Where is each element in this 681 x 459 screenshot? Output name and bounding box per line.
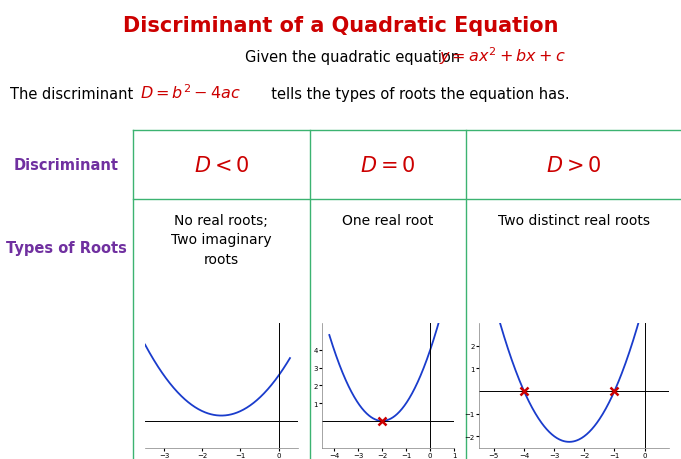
Text: Two distinct real roots: Two distinct real roots (498, 213, 650, 227)
Text: No real roots;
Two imaginary
roots: No real roots; Two imaginary roots (171, 213, 272, 266)
Text: $D > 0$: $D > 0$ (546, 155, 601, 175)
Text: Discriminant: Discriminant (14, 158, 119, 173)
Text: $D < 0$: $D < 0$ (193, 155, 249, 175)
Text: The discriminant: The discriminant (10, 87, 133, 101)
Text: $D = 0$: $D = 0$ (360, 155, 416, 175)
Text: Given the quadratic equation: Given the quadratic equation (245, 50, 460, 65)
Text: One real root: One real root (343, 213, 434, 227)
Text: Types of Roots: Types of Roots (6, 241, 127, 256)
Text: $D = b^2 - 4ac$: $D = b^2 - 4ac$ (140, 84, 240, 102)
Text: Discriminant of a Quadratic Equation: Discriminant of a Quadratic Equation (123, 16, 558, 36)
Text: tells the types of roots the equation has.: tells the types of roots the equation ha… (262, 87, 570, 101)
Text: $y = ax^2 + bx + c$: $y = ax^2 + bx + c$ (439, 45, 566, 67)
